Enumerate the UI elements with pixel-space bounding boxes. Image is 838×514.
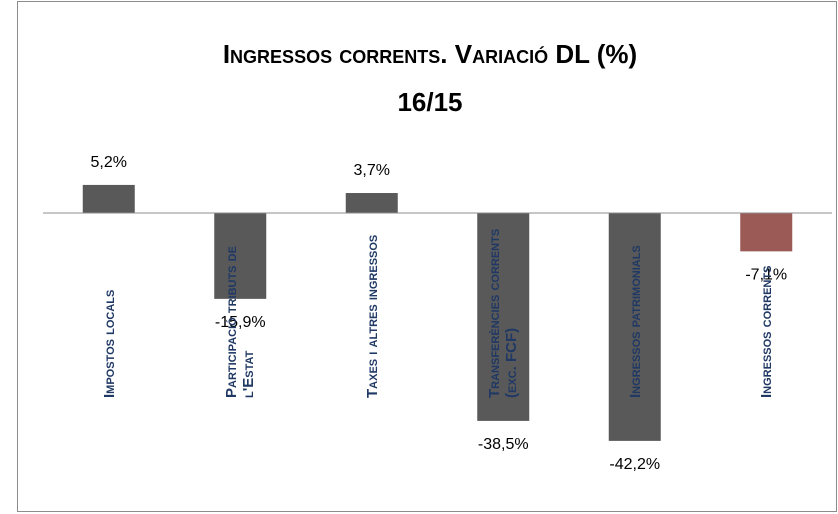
value-label: -7,1%	[745, 267, 787, 284]
value-label: 5,2%	[91, 154, 127, 171]
value-label: -38,5%	[478, 436, 529, 453]
bar	[608, 213, 661, 441]
x-tick-label: Impostos locals	[100, 289, 118, 398]
bar	[82, 184, 135, 213]
bar	[740, 213, 793, 252]
x-tick-label: Ingressos patrimonials	[626, 245, 644, 398]
x-tick-label: Transferències corrents (exc. FCF)	[486, 228, 521, 398]
chart-subtitle: 16/15	[397, 87, 462, 117]
chart-border	[17, 1, 837, 512]
value-label: 3,7%	[354, 162, 390, 179]
value-label: -42,2%	[609, 456, 660, 473]
bar	[477, 213, 530, 421]
x-tick-label: Ingressos corrents	[757, 265, 775, 398]
value-label: -15,9%	[215, 314, 266, 331]
bar	[214, 213, 267, 299]
bar	[345, 193, 398, 213]
chart-title: Ingressos corrents. Variació DL (%)	[223, 39, 637, 69]
x-tick-label: Taxes i altres ingressos	[363, 234, 381, 398]
x-tick-label: Participació tributs de l'Estat	[223, 246, 258, 398]
